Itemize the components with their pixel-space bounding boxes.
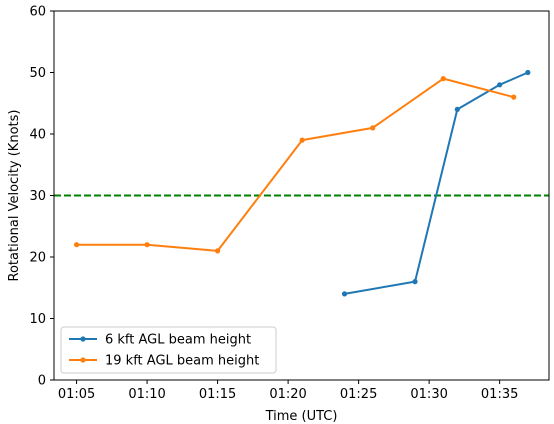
y-tick-label: 0 [38, 374, 46, 389]
data-point [341, 291, 348, 297]
legend-item: 6 kft AGL beam height [69, 333, 251, 348]
x-tick-label: 01:35 [481, 387, 518, 402]
x-tick-label: 01:15 [199, 387, 236, 402]
series-layer [73, 69, 531, 297]
data-point [511, 94, 517, 100]
data-point [299, 137, 305, 143]
data-point [525, 69, 531, 76]
legend-swatch-marker [80, 336, 86, 342]
x-tick-label: 01:25 [340, 387, 377, 402]
legend: 6 kft AGL beam height 19 kft AGL beam hei… [60, 326, 277, 374]
data-point [412, 279, 418, 285]
series-2 [73, 76, 517, 254]
y-axis-label: Rotational Velocity (Knots) [7, 110, 22, 282]
x-tick-label: 01:05 [58, 387, 95, 402]
series-line-2 [76, 77, 514, 252]
data-point [370, 125, 376, 131]
legend-label: 6 kft AGL beam height [105, 333, 251, 348]
data-point [497, 82, 503, 88]
y-tick-label: 30 [29, 189, 46, 204]
data-point [144, 242, 150, 248]
x-tick-label: 01:30 [410, 387, 447, 402]
y-tick-label: 10 [29, 312, 46, 327]
y-tick-label: 40 [29, 128, 46, 143]
x-tick-label: 01:10 [128, 387, 165, 402]
data-point [440, 76, 446, 82]
legend-item: 19 kft AGL beam height [69, 354, 259, 369]
data-point [73, 242, 80, 248]
series-1 [341, 69, 531, 297]
y-tick-label: 60 [29, 5, 46, 20]
series-line-1 [344, 71, 529, 295]
axes-layer: 01:05 01:10 01:15 01:20 01:25 01:30 01:35 0 10 20… [29, 5, 550, 402]
x-tick-label: 01:20 [269, 387, 306, 402]
y-tick-label: 20 [29, 251, 46, 266]
legend-label: 19 kft AGL beam height [105, 354, 259, 369]
data-point [454, 106, 460, 112]
legend-swatch-marker [80, 357, 86, 363]
x-axis-label: Time (UTC) [265, 409, 338, 424]
data-point [214, 248, 221, 254]
legend-box [60, 326, 277, 374]
y-tick-label: 50 [29, 66, 46, 81]
